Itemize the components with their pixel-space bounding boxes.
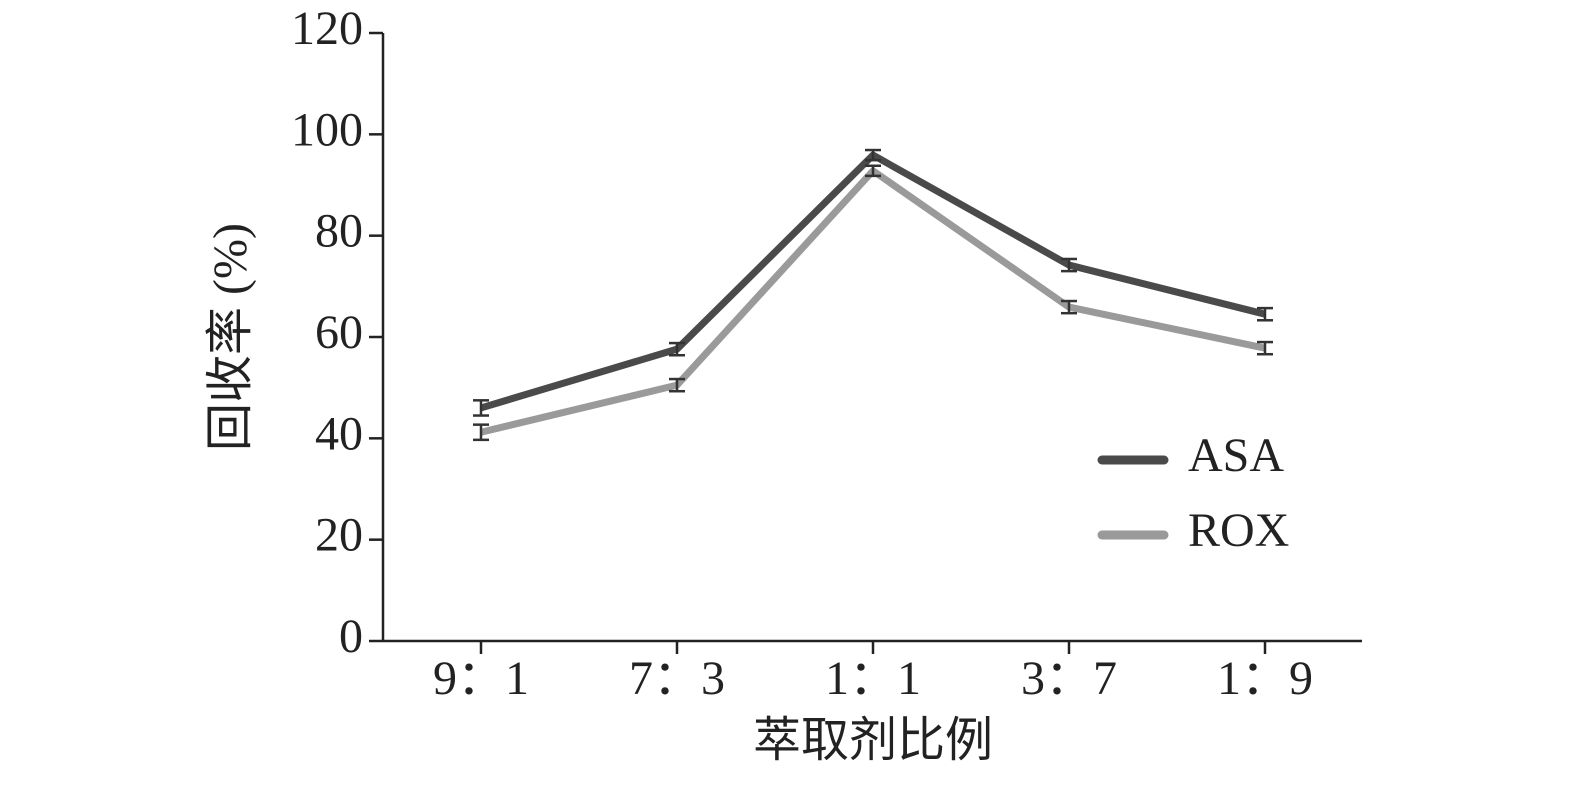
error-bar bbox=[473, 399, 489, 417]
error-bar bbox=[865, 148, 881, 162]
x-axis-label: 萃取剂比例 bbox=[753, 714, 993, 767]
y-tick-label: 40 bbox=[315, 407, 363, 460]
error-bar bbox=[1257, 340, 1273, 356]
x-tick-label: 1：9 bbox=[1217, 652, 1313, 705]
y-tick-label: 120 bbox=[291, 2, 363, 55]
y-axis-label: 回收率 (%) bbox=[204, 223, 257, 451]
error-bar bbox=[473, 423, 489, 442]
y-tick-label: 80 bbox=[315, 205, 363, 258]
x-tick-label: 3：7 bbox=[1021, 652, 1117, 705]
error-bar bbox=[865, 164, 881, 178]
legend-label: ROX bbox=[1188, 504, 1289, 557]
legend-label: ASA bbox=[1188, 429, 1284, 482]
y-tick-label: 100 bbox=[291, 103, 363, 156]
y-tick-label: 0 bbox=[339, 610, 363, 663]
error-bar bbox=[669, 341, 685, 357]
error-bar bbox=[1061, 299, 1077, 315]
y-tick-label: 60 bbox=[315, 306, 363, 359]
error-bar bbox=[1257, 306, 1273, 322]
x-tick-label: 1：1 bbox=[825, 652, 921, 705]
y-tick-label: 20 bbox=[315, 509, 363, 562]
error-bar bbox=[669, 377, 685, 393]
x-tick-label: 9：1 bbox=[433, 652, 529, 705]
x-tick-label: 7：3 bbox=[629, 652, 725, 705]
line bbox=[480, 167, 1266, 436]
error-bar bbox=[1061, 257, 1077, 273]
line bbox=[479, 151, 1266, 412]
